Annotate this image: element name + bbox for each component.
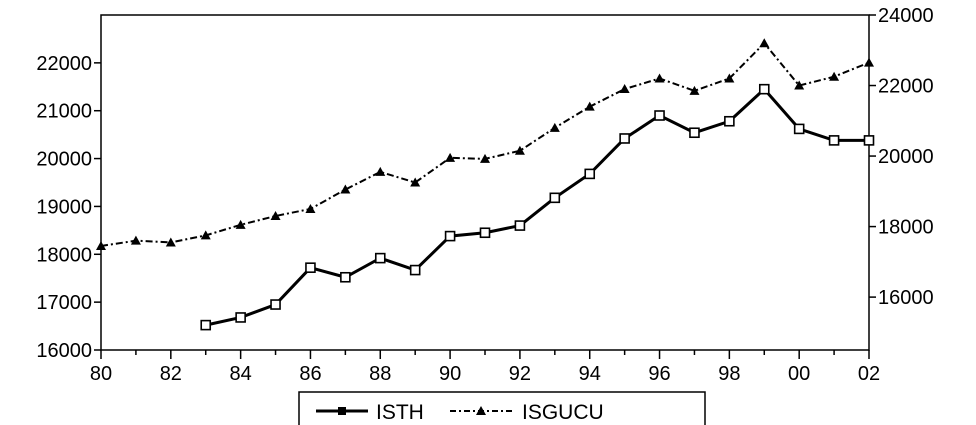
data-point-isth [340, 271, 351, 283]
data-point-isgucu [130, 235, 141, 245]
data-point-isgucu [480, 153, 490, 163]
legend-marker-isth [338, 407, 346, 415]
series-layer [96, 38, 875, 331]
x-tick-label: 92 [509, 363, 531, 385]
data-point-isgucu [619, 84, 630, 94]
y-right-tick-label: 18000 [878, 217, 934, 239]
data-point-isth [514, 220, 526, 231]
x-axis-ticks: 80 82 84 86 88 90 92 94 96 98 00 02 [90, 350, 880, 385]
data-point-isth [584, 168, 596, 180]
x-tick-label: 88 [369, 363, 391, 385]
x-tick-label: 02 [858, 363, 880, 385]
data-point-isth [305, 262, 316, 273]
x-tick-label: 00 [788, 363, 810, 385]
y-right-tick-label: 16000 [878, 287, 934, 309]
data-point-isgucu [375, 166, 386, 176]
data-point-isth [549, 192, 561, 204]
plot-frame [100, 14, 870, 351]
x-tick-label: 84 [230, 363, 252, 385]
data-point-isgucu [200, 230, 211, 240]
x-tick-label: 96 [648, 363, 670, 385]
data-point-isth [479, 227, 491, 239]
data-point-isgucu [794, 80, 805, 90]
x-tick-label: 90 [439, 363, 461, 385]
y-right-tick-label: 22000 [878, 76, 934, 98]
legend-label-isth: ISTH [376, 401, 424, 424]
y-left-tick-label: 16000 [36, 340, 92, 362]
data-point-isgucu [270, 211, 281, 220]
y-left-tick-label: 21000 [36, 101, 92, 123]
x-tick-label: 94 [579, 363, 601, 385]
data-point-isth [863, 135, 875, 146]
series-line-isth [205, 87, 869, 327]
data-point-isgucu [829, 71, 840, 81]
data-point-isth [409, 264, 421, 276]
data-point-isgucu [410, 177, 421, 187]
y-right-tick-label: 20000 [878, 146, 934, 168]
data-point-isgucu [445, 152, 456, 162]
data-point-isth [758, 83, 770, 95]
data-point-isgucu [235, 219, 246, 229]
data-point-isth [689, 127, 700, 139]
data-point-isgucu [689, 85, 700, 95]
data-point-isth [793, 123, 805, 135]
y-left-tick-label: 18000 [36, 244, 92, 266]
data-point-isth [200, 319, 212, 331]
data-point-isgucu [305, 203, 316, 213]
data-point-isgucu [165, 237, 176, 247]
x-tick-label: 82 [160, 363, 182, 385]
data-point-isgucu [864, 57, 874, 67]
data-point-isth [270, 299, 281, 310]
x-tick-label: 86 [299, 363, 321, 385]
data-point-isgucu [724, 73, 735, 83]
data-point-isgucu [96, 240, 106, 250]
y-left-tick-label: 17000 [36, 292, 92, 314]
data-point-isgucu [340, 184, 351, 194]
data-point-isth [444, 230, 456, 242]
legend: ISTH ISGUCU [298, 391, 706, 425]
data-point-isgucu [759, 38, 770, 48]
y-left-tick-label: 20000 [36, 149, 92, 171]
data-point-isth [654, 110, 665, 121]
y-left-tick-label: 19000 [36, 196, 92, 218]
data-point-isgucu [549, 122, 560, 132]
data-point-isth [235, 312, 246, 323]
y-axis-right-ticks: 16000 18000 20000 22000 24000 [869, 5, 934, 309]
data-point-isgucu [584, 101, 595, 111]
data-point-isth [828, 135, 840, 146]
data-point-isth [724, 115, 735, 127]
series-line-isgucu [100, 41, 870, 247]
data-point-isgucu [654, 73, 665, 83]
data-point-isth [374, 252, 386, 264]
data-point-isth [619, 133, 630, 144]
y-left-tick-label: 22000 [36, 53, 92, 75]
data-point-isgucu [514, 145, 525, 155]
legend-box [298, 391, 706, 425]
x-tick-label: 80 [90, 363, 112, 385]
legend-marker-isgucu [476, 406, 486, 415]
x-tick-label: 98 [718, 363, 740, 385]
y-right-tick-label: 24000 [878, 5, 934, 27]
y-axis-left-ticks: 16000 17000 18000 19000 20000 21000 22000 [36, 53, 101, 362]
legend-label-isgucu: ISGUCU [522, 401, 604, 424]
